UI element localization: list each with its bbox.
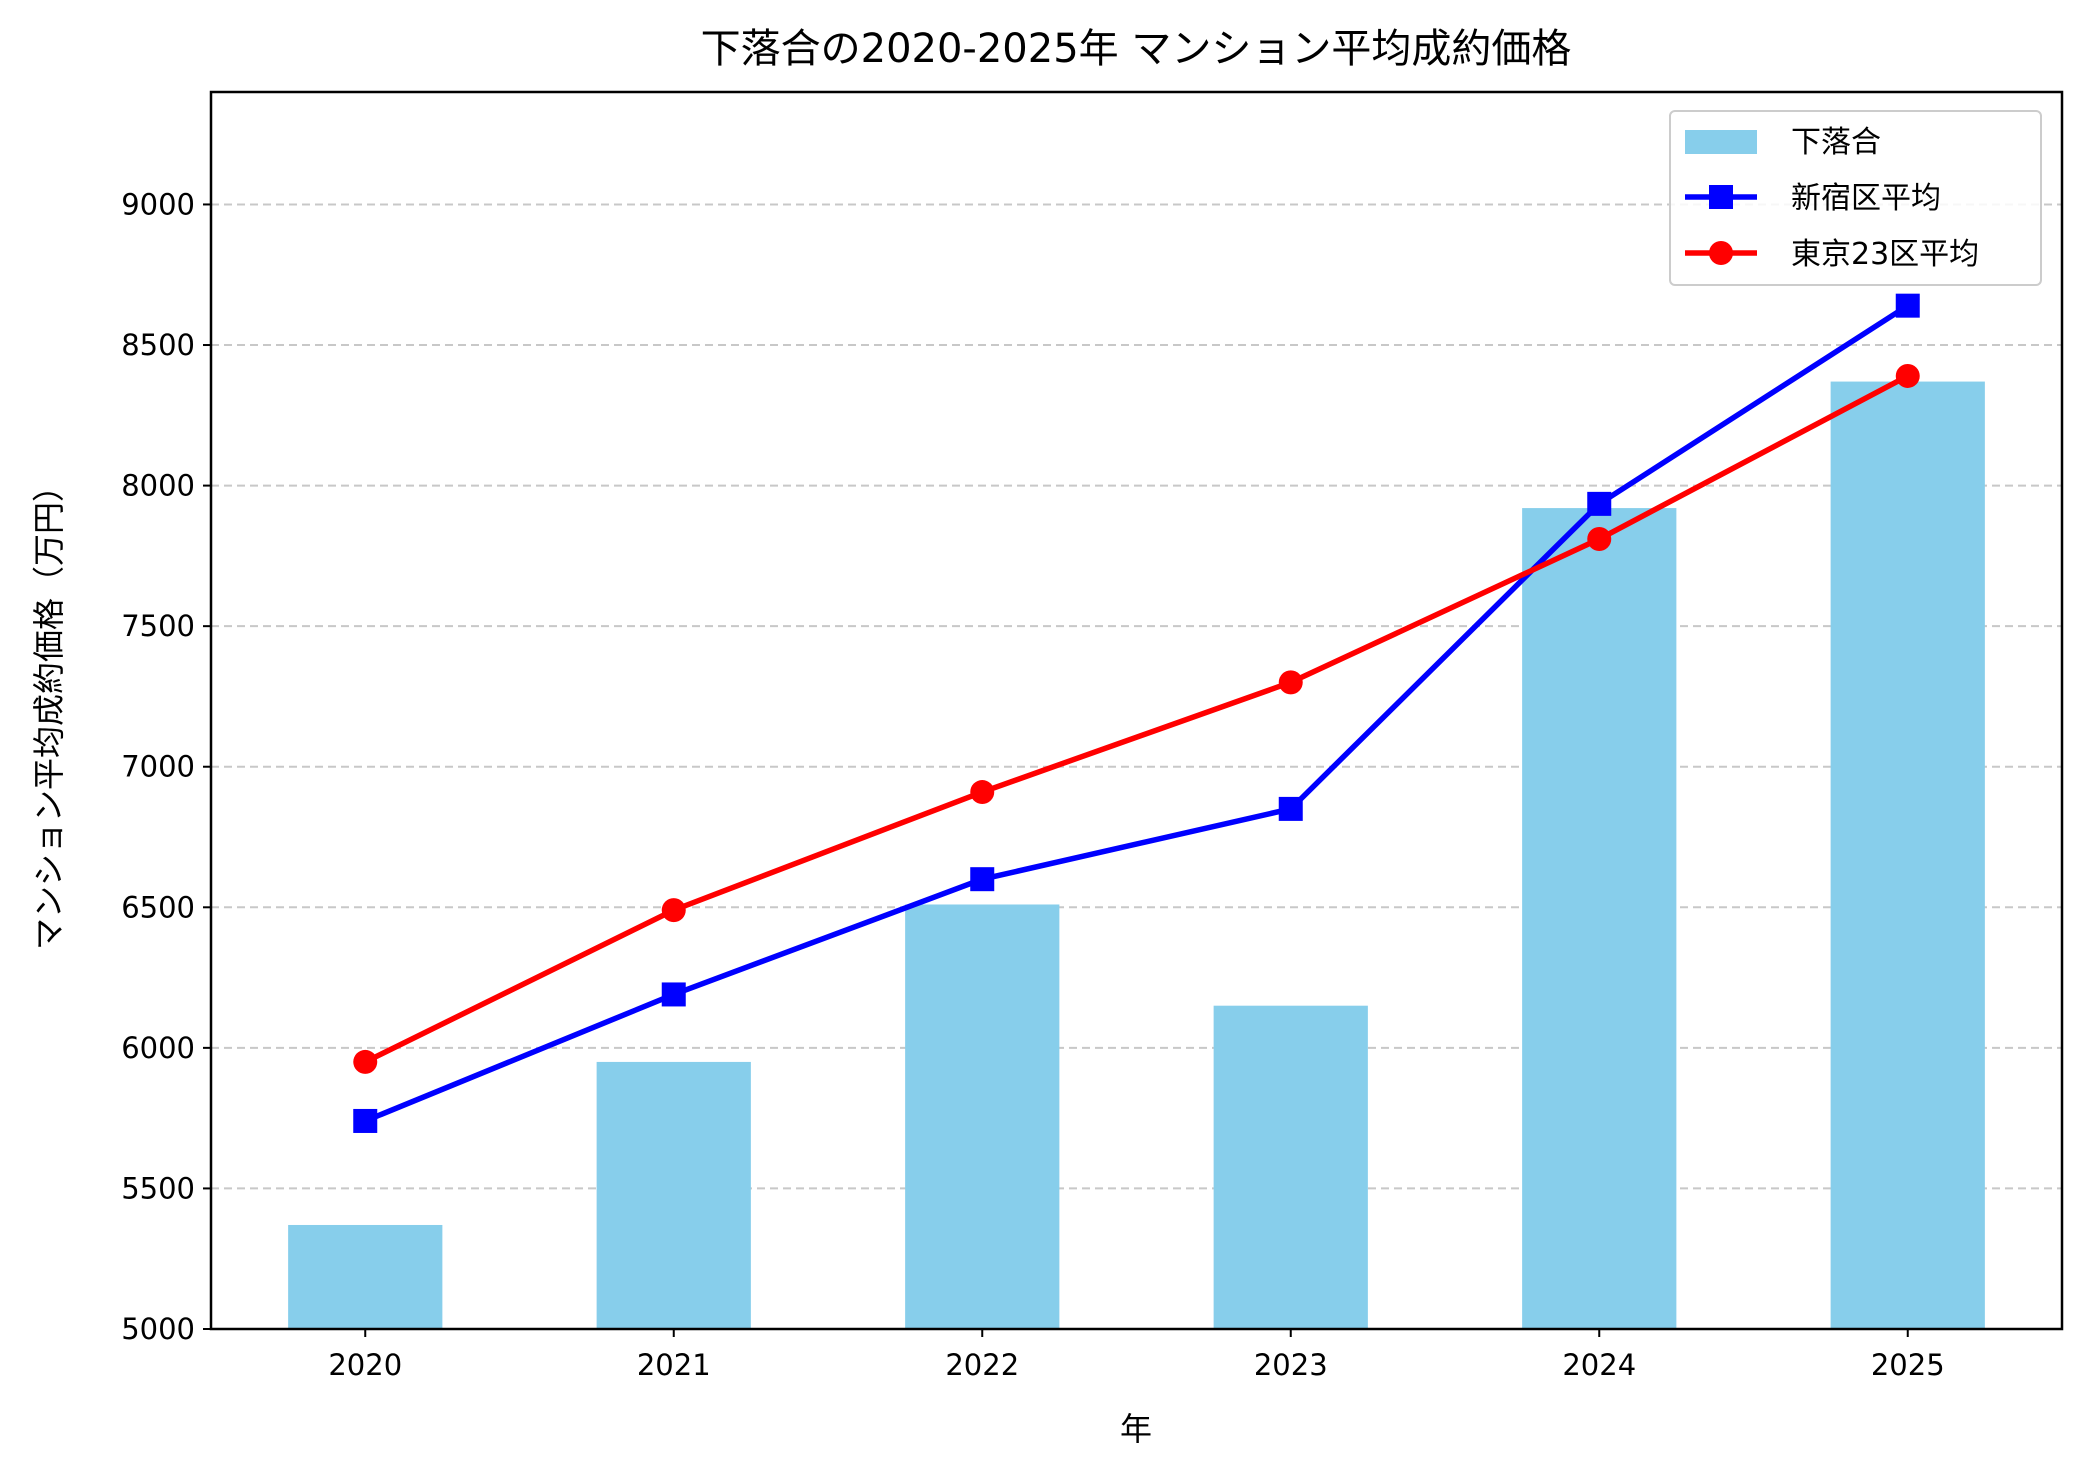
legend-label: 新宿区平均 [1791, 181, 1941, 216]
x-tick-label: 2023 [1254, 1348, 1328, 1382]
y-ticks: 5000 5500 6000 6500 7000 7500 8000 8500 9000 [121, 187, 211, 1346]
legend-label: 下落合 [1791, 125, 1881, 160]
y-tick-label: 6500 [121, 890, 195, 924]
y-tick-label: 7000 [121, 750, 195, 784]
y-tick-label: 6000 [121, 1031, 195, 1065]
bar [905, 904, 1060, 1329]
data-point-square [1587, 491, 1612, 516]
legend-label: 東京23区平均 [1791, 237, 1979, 272]
x-tick-label: 2025 [1871, 1348, 1945, 1382]
x-tick-label: 2024 [1562, 1348, 1636, 1382]
y-axis-label: マンション平均成約価格（万円） [30, 470, 68, 950]
y-tick-label: 5000 [121, 1312, 195, 1346]
y-tick-label: 5500 [121, 1171, 195, 1205]
data-point-circle [1895, 363, 1920, 388]
data-point-square [1278, 796, 1303, 821]
bar [596, 1061, 751, 1329]
bar [1830, 381, 1985, 1330]
y-tick-label: 8500 [121, 328, 195, 362]
data-point-circle [970, 780, 995, 805]
x-tick-label: 2020 [328, 1348, 402, 1382]
legend-swatch-bar [1685, 130, 1757, 154]
bar [288, 1224, 443, 1329]
bars [288, 381, 1985, 1330]
data-point-square [1895, 293, 1920, 318]
data-point-circle [353, 1049, 378, 1074]
series-line [364, 373, 1910, 1065]
data-point-circle [1278, 670, 1303, 695]
y-tick-label: 9000 [121, 187, 195, 221]
series-line [364, 303, 1910, 1124]
data-point-circle [661, 898, 686, 923]
data-point-square [661, 982, 686, 1007]
legend-marker-square [1709, 185, 1733, 209]
lines [353, 293, 1920, 1133]
x-tick-label: 2022 [945, 1348, 1019, 1382]
data-point-square [353, 1108, 378, 1133]
grid [211, 203, 2062, 1330]
x-ticks: 2020 2021 2022 2023 2024 2025 [328, 1329, 1945, 1382]
plot-frame [209, 90, 2064, 1331]
legend-box [1669, 110, 2042, 286]
data-point-circle [1587, 527, 1612, 552]
x-tick-label: 2021 [637, 1348, 711, 1382]
bar [1213, 1005, 1368, 1329]
x-axis-label: 年 [1120, 1410, 1152, 1448]
legend-marker-circle [1709, 241, 1733, 265]
chart-title: 下落合の2020-2025年 マンション平均成約価格 [701, 26, 1572, 72]
y-tick-label: 8000 [121, 469, 195, 503]
data-point-square [970, 867, 995, 892]
y-tick-label: 7500 [121, 609, 195, 643]
bar [1522, 508, 1677, 1330]
